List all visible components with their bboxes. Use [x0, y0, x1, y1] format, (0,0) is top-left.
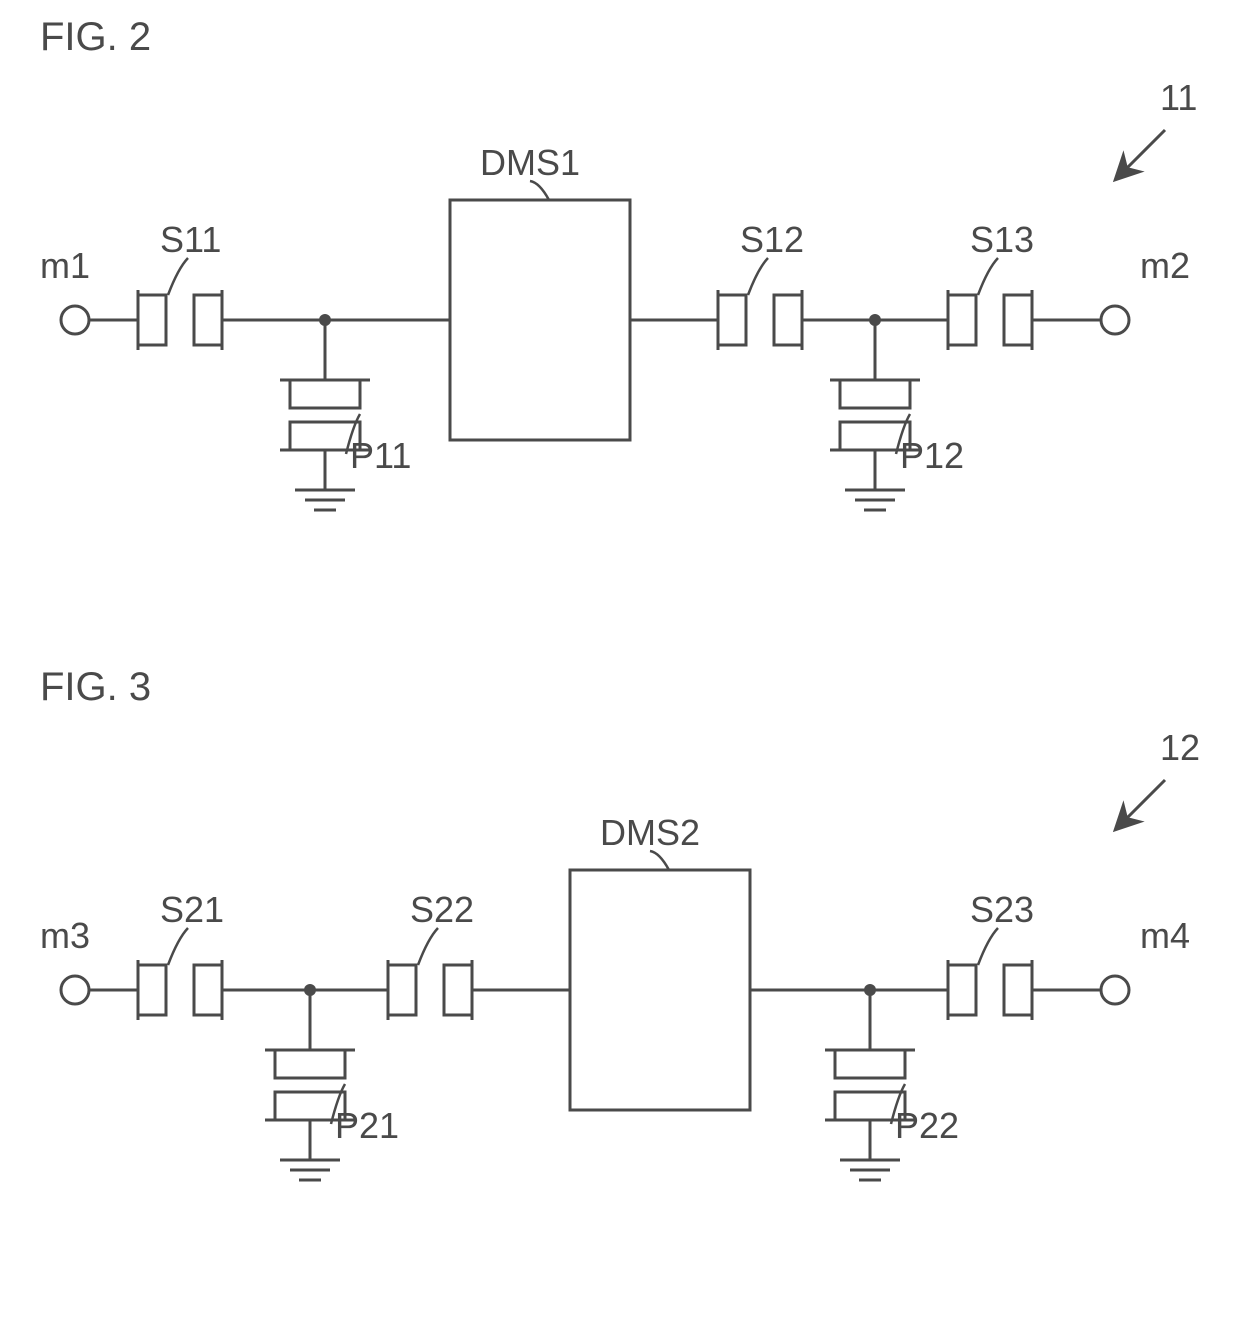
ref-number: 12 [1160, 727, 1200, 768]
diagram-svg: FIG. 2 11 m1 m2 DMS1 S11 S12 S13 P11 P12 FIG. 3 12 m… [0, 0, 1240, 1342]
dms-block [450, 200, 630, 440]
figure-2: FIG. 2 11 m1 m2 DMS1 S11 S12 S13 P11 P12 [40, 15, 1197, 510]
series-label: S23 [970, 889, 1034, 930]
dms-label: DMS1 [480, 142, 580, 183]
ref-number: 11 [1160, 77, 1197, 118]
dms-block [570, 870, 750, 1110]
series-label: S13 [970, 219, 1034, 260]
series-label: S11 [160, 219, 221, 260]
parallel-label: P11 [350, 435, 411, 476]
terminal-right [1101, 306, 1129, 334]
parallel-label: P22 [895, 1105, 959, 1146]
dms-label: DMS2 [600, 812, 700, 853]
figure-3: FIG. 3 12 m3 m4 DMS2 S21 S22 S23 P21 P22 [40, 665, 1200, 1180]
figure-title: FIG. 3 [40, 665, 151, 709]
figure-title: FIG. 2 [40, 15, 151, 59]
terminal-label: m2 [1140, 245, 1190, 286]
terminal-label: m1 [40, 245, 90, 286]
terminal-left [61, 976, 89, 1004]
terminal-label: m3 [40, 915, 90, 956]
series-label: S21 [160, 889, 224, 930]
parallel-label: P21 [335, 1105, 399, 1146]
page: { "canvas": { "width": 1240, "height": 1… [0, 0, 1240, 1342]
series-label: S22 [410, 889, 474, 930]
terminal-label: m4 [1140, 915, 1190, 956]
terminal-left [61, 306, 89, 334]
terminal-right [1101, 976, 1129, 1004]
series-label: S12 [740, 219, 804, 260]
parallel-label: P12 [900, 435, 964, 476]
